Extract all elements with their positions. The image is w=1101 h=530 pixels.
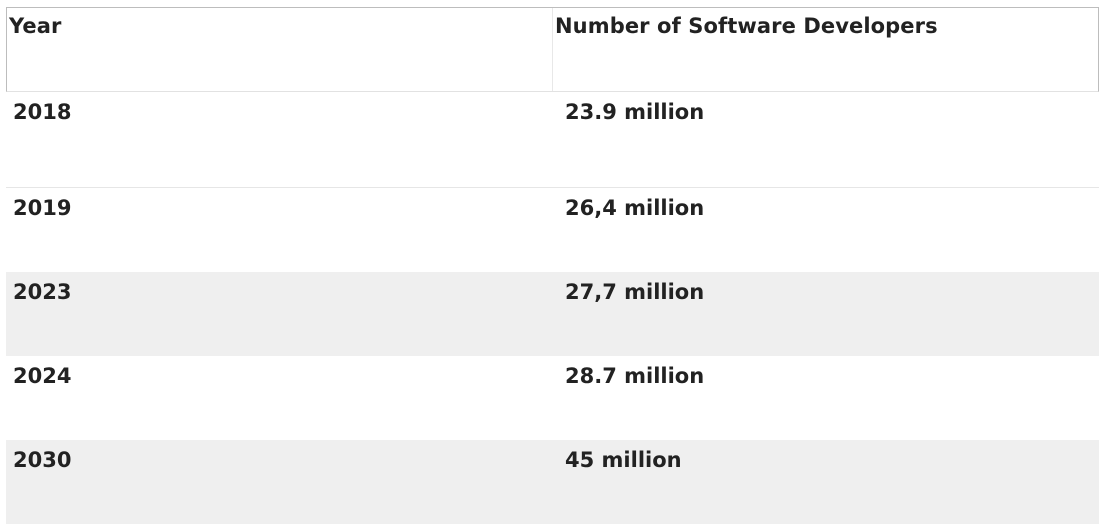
developers-cell: 27,7 million [565, 280, 705, 304]
table-row: 2030 45 million [6, 440, 1099, 524]
table-row: 2024 28.7 million [6, 356, 1099, 440]
developers-table: Year Number of Software Developers 2018 … [6, 7, 1099, 524]
developers-cell: 23.9 million [565, 100, 705, 124]
year-cell: 2024 [13, 364, 72, 388]
developers-cell: 26,4 million [565, 196, 705, 220]
table-row: 2019 26,4 million [6, 188, 1099, 272]
developers-cell: 45 million [565, 448, 682, 472]
table-header: Year Number of Software Developers [6, 7, 1099, 92]
developers-cell: 28.7 million [565, 364, 705, 388]
table-row: 2018 23.9 million [6, 92, 1099, 188]
year-cell: 2023 [13, 280, 72, 304]
header-year: Year [9, 14, 62, 38]
year-cell: 2018 [13, 100, 72, 124]
year-cell: 2030 [13, 448, 72, 472]
table-row: 2023 27,7 million [6, 272, 1099, 356]
column-divider [552, 8, 553, 91]
header-developers: Number of Software Developers [555, 14, 938, 38]
year-cell: 2019 [13, 196, 72, 220]
